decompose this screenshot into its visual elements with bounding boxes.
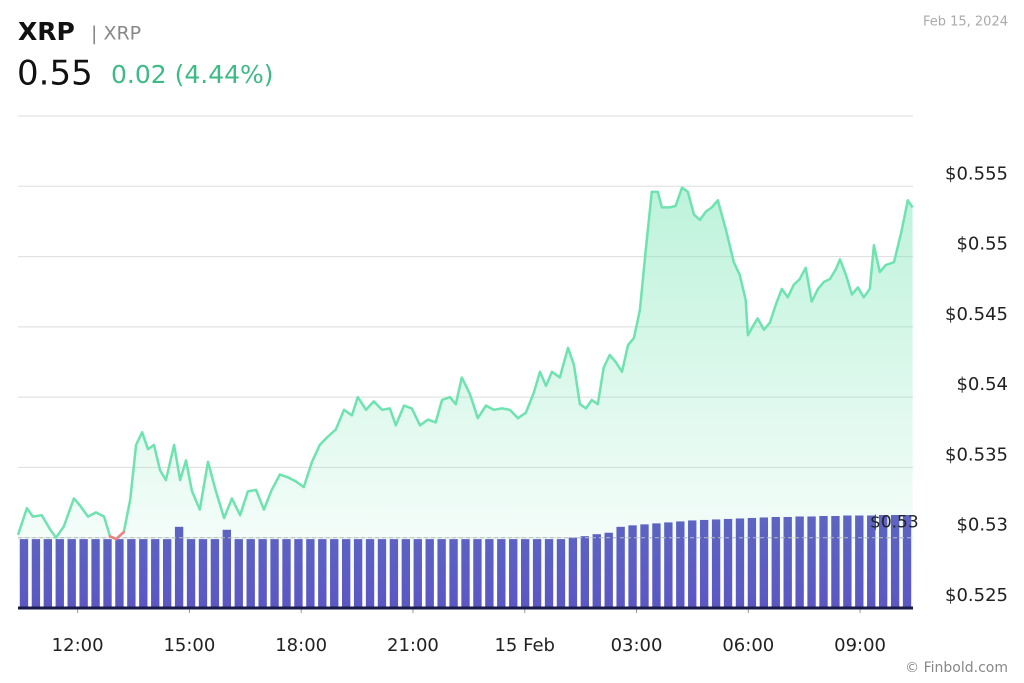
y-tick-label: $0.525 <box>945 585 1008 606</box>
price-line <box>16 186 914 541</box>
credit: © Finbold.com <box>905 660 1008 676</box>
annotation-label: $0.53 <box>870 513 919 533</box>
x-tick-label: 09:00 <box>834 635 886 656</box>
y-tick-label: $0.54 <box>956 374 1008 395</box>
date: Feb 15, 2024 <box>923 15 1008 30</box>
x-tick-label: 21:00 <box>387 635 439 656</box>
x-tick-label: 12:00 <box>52 635 104 656</box>
change: 0.02 (4.44%) <box>111 60 274 89</box>
x-tick-label: 18:00 <box>275 635 327 656</box>
x-tick-label: 15:00 <box>163 635 215 656</box>
y-tick-label: $0.535 <box>945 444 1008 465</box>
subtitle: | XRP <box>91 23 141 45</box>
y-tick-label: $0.545 <box>945 304 1008 325</box>
x-tick-label: 15 Feb <box>494 635 555 656</box>
x-tick-label: 06:00 <box>722 635 774 656</box>
y-tick-label: $0.555 <box>945 163 1008 184</box>
title: XRP <box>18 17 75 46</box>
y-tick-label: $0.53 <box>956 515 1008 536</box>
price: 0.55 <box>17 54 93 94</box>
y-tick-label: $0.55 <box>956 234 1008 255</box>
below-open-segment <box>114 530 126 541</box>
x-tick-label: 03:00 <box>611 635 663 656</box>
price-area <box>18 187 913 608</box>
